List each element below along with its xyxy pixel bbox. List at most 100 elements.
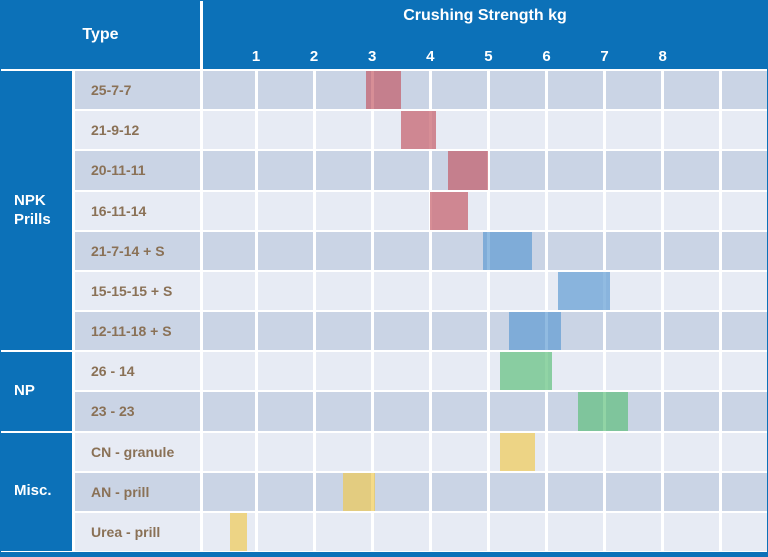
gridline bbox=[254, 312, 258, 351]
gridline bbox=[312, 392, 316, 431]
gridline bbox=[545, 392, 548, 431]
gridline bbox=[486, 71, 490, 110]
row-chart-cell bbox=[203, 271, 767, 311]
row-label: 26 - 14 bbox=[75, 352, 200, 391]
gridline bbox=[661, 392, 665, 431]
row-chart-cell bbox=[203, 312, 767, 351]
gridline bbox=[254, 472, 258, 511]
row-label: 16-11-14 bbox=[75, 191, 200, 230]
gridline bbox=[545, 111, 548, 150]
range-bar bbox=[430, 191, 469, 230]
gridline bbox=[428, 271, 432, 311]
x-axis-tick: 7 bbox=[600, 48, 609, 65]
gridline bbox=[428, 312, 432, 351]
gridline bbox=[428, 151, 432, 190]
row-chart-cell bbox=[203, 231, 767, 270]
row-label: 21-7-14 + S bbox=[75, 231, 200, 270]
gridline bbox=[254, 71, 258, 110]
gridline bbox=[719, 151, 723, 190]
gridline bbox=[370, 111, 374, 150]
gridline bbox=[486, 392, 490, 431]
gridline bbox=[254, 231, 258, 270]
gridline bbox=[312, 111, 316, 150]
gridline bbox=[428, 472, 432, 511]
gridline bbox=[661, 432, 665, 471]
gridline bbox=[312, 71, 316, 110]
gridline bbox=[661, 271, 665, 311]
rows-column: 25-7-7 21-9-12 20-11-11 16-11-14 21-7-14 + S… bbox=[75, 71, 767, 552]
x-axis-tick: 4 bbox=[426, 48, 435, 65]
row-label: 20-11-11 bbox=[75, 151, 200, 190]
gridline bbox=[428, 352, 432, 391]
gridline bbox=[254, 512, 258, 552]
x-axis-tick: 1 bbox=[251, 48, 261, 65]
gridline bbox=[603, 432, 607, 471]
gridline bbox=[428, 432, 432, 471]
gridline bbox=[545, 71, 548, 110]
gridline bbox=[661, 512, 665, 552]
range-bar bbox=[401, 111, 437, 150]
gridline bbox=[603, 312, 607, 351]
range-bar bbox=[343, 472, 376, 511]
gridline bbox=[603, 191, 607, 230]
gridline bbox=[428, 392, 432, 431]
gridline bbox=[486, 191, 490, 230]
range-bar bbox=[578, 392, 628, 431]
row-label: 25-7-7 bbox=[75, 71, 200, 110]
gridline bbox=[312, 271, 316, 311]
gridline bbox=[486, 271, 490, 311]
row-label: 15-15-15 + S bbox=[75, 271, 200, 311]
row-chart-cell bbox=[203, 352, 767, 391]
gridline bbox=[545, 231, 548, 270]
gridline bbox=[370, 191, 374, 230]
table-row: 16-11-14 bbox=[75, 191, 767, 230]
row-chart-cell bbox=[203, 512, 767, 552]
gridline bbox=[254, 191, 258, 230]
x-axis-tick: 6 bbox=[542, 48, 551, 65]
gridline bbox=[254, 432, 258, 471]
gridline bbox=[312, 472, 316, 511]
gridline bbox=[719, 392, 723, 431]
table-row: 12-11-18 + S bbox=[75, 312, 767, 351]
row-label: 21-9-12 bbox=[75, 111, 200, 150]
type-header-cell: Type bbox=[1, 1, 200, 69]
gridline bbox=[719, 231, 723, 270]
gridline bbox=[603, 472, 607, 511]
gridline bbox=[545, 271, 548, 311]
axis-title: Crushing Strength kg bbox=[403, 7, 567, 24]
gridline bbox=[370, 352, 374, 391]
type-header-label: Type bbox=[82, 26, 119, 43]
gridline bbox=[661, 472, 665, 511]
table-row: 20-11-11 bbox=[75, 151, 767, 190]
gridline bbox=[370, 512, 374, 552]
row-chart-cell bbox=[203, 392, 767, 431]
table-row: 23 - 23 bbox=[75, 392, 767, 431]
gridline bbox=[312, 312, 316, 351]
gridline bbox=[312, 191, 316, 230]
table-row: 21-9-12 bbox=[75, 111, 767, 150]
table-row: 25-7-7 bbox=[75, 71, 767, 110]
gridline bbox=[312, 352, 316, 391]
gridline bbox=[603, 231, 607, 270]
range-bar bbox=[500, 432, 535, 471]
gridline bbox=[661, 231, 665, 270]
gridline bbox=[661, 151, 665, 190]
range-bar bbox=[447, 151, 489, 190]
group-cell-misc: Misc. bbox=[1, 432, 72, 551]
chart-body: NPK Prills NP Misc. 25-7-7 21-9-12 20-11-11 1… bbox=[1, 71, 767, 552]
gridline bbox=[370, 231, 374, 270]
x-axis-tick: 5 bbox=[484, 48, 493, 65]
gridline bbox=[486, 312, 490, 351]
gridline bbox=[428, 71, 432, 110]
gridline bbox=[661, 191, 665, 230]
gridline bbox=[312, 151, 316, 190]
gridline bbox=[661, 352, 665, 391]
gridline bbox=[719, 352, 723, 391]
table-row: Urea - prill bbox=[75, 512, 767, 552]
gridline bbox=[486, 151, 490, 190]
gridline bbox=[545, 472, 548, 511]
gridline bbox=[545, 191, 548, 230]
gridline bbox=[719, 472, 723, 511]
gridline bbox=[719, 512, 723, 552]
